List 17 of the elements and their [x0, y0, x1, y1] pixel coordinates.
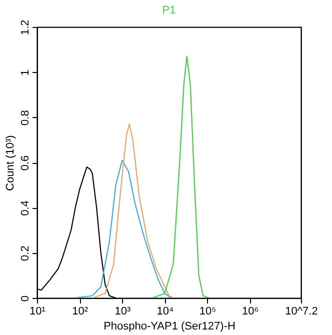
x-tick-label: 10¹ — [30, 306, 46, 318]
y-tick-label: 0.2 — [20, 246, 32, 261]
chart-title: P1 — [162, 4, 176, 16]
y-tick-label: 1.2 — [20, 20, 32, 36]
x-axis-title: Phospho-YAP1 (Ser127)-H — [104, 320, 236, 332]
y-tick-label: 0 — [20, 295, 32, 302]
y-tick-label: 0.6 — [20, 155, 32, 171]
x-tick-label: 10⁵ — [199, 306, 216, 318]
y-axis-title: Count (10³) — [4, 135, 16, 191]
x-tick-label: 10² — [72, 306, 88, 318]
x-tick-label: 10⁶ — [242, 306, 259, 318]
x-tick-label: 10⁴ — [156, 306, 174, 318]
y-tick-label: 1 — [20, 70, 32, 76]
y-tick-label: 0.8 — [20, 110, 32, 126]
x-tick-label: 10³ — [114, 306, 131, 318]
y-tick-label: 0.4 — [20, 200, 32, 216]
x-tick-label: 10^7.2 — [285, 306, 318, 318]
